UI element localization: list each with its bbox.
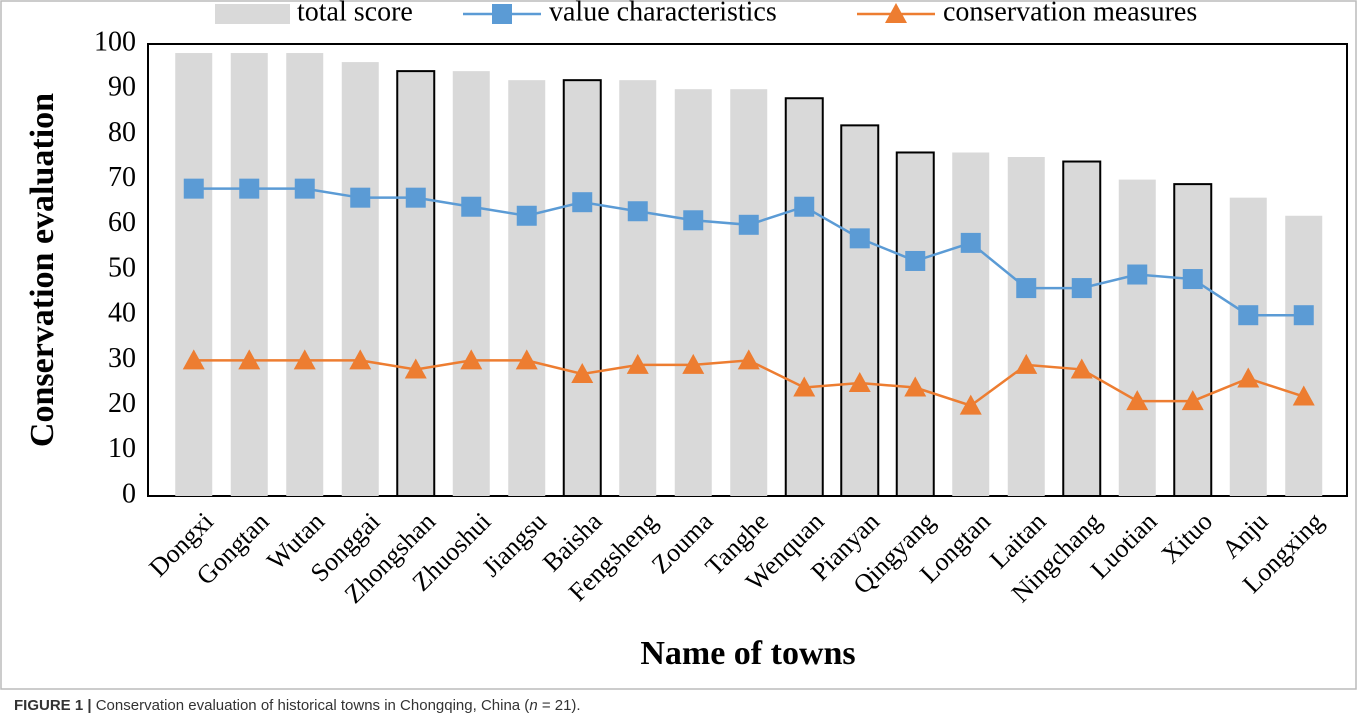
bar bbox=[396, 70, 436, 498]
point bbox=[960, 232, 981, 253]
bar bbox=[175, 53, 213, 496]
point bbox=[1293, 305, 1314, 326]
point bbox=[905, 250, 926, 271]
legend-swatch bbox=[215, 4, 290, 24]
y-tick-label: 90 bbox=[108, 72, 136, 103]
point bbox=[1292, 385, 1315, 406]
y-tick-label: 40 bbox=[108, 298, 136, 329]
point bbox=[515, 349, 538, 370]
point bbox=[959, 394, 982, 415]
bar bbox=[952, 152, 990, 497]
point bbox=[683, 210, 704, 231]
caption-rest: = 21). bbox=[538, 697, 581, 714]
point bbox=[293, 349, 316, 370]
y-tick-label: 60 bbox=[108, 207, 136, 238]
bar bbox=[895, 151, 935, 497]
point bbox=[516, 205, 537, 226]
point bbox=[1238, 305, 1259, 326]
y-tick-label: 30 bbox=[108, 343, 136, 374]
point bbox=[1181, 390, 1204, 411]
point bbox=[738, 214, 759, 235]
y-tick-label: 10 bbox=[108, 433, 136, 464]
figure-frame bbox=[0, 0, 1357, 690]
point bbox=[1182, 269, 1203, 290]
point bbox=[405, 187, 426, 208]
bar bbox=[1007, 157, 1045, 496]
point bbox=[1015, 353, 1038, 374]
legend-label: total score bbox=[297, 0, 413, 27]
point bbox=[349, 349, 372, 370]
point bbox=[460, 349, 483, 370]
point bbox=[1016, 278, 1037, 299]
point bbox=[1126, 390, 1149, 411]
x-tick-label: Xituo bbox=[1156, 507, 1218, 569]
point bbox=[682, 353, 705, 374]
point bbox=[849, 228, 870, 249]
point bbox=[294, 178, 315, 199]
x-tick-label: Jiangsu bbox=[476, 507, 552, 583]
point bbox=[904, 376, 927, 397]
bar bbox=[452, 71, 490, 497]
bar bbox=[1118, 179, 1156, 496]
bar bbox=[784, 97, 824, 498]
point bbox=[848, 372, 871, 392]
bar bbox=[341, 62, 379, 496]
bar bbox=[1173, 183, 1213, 497]
bar bbox=[1285, 215, 1323, 496]
y-tick-label: 50 bbox=[108, 252, 136, 283]
y-axis-title: Conservation evaluation bbox=[24, 93, 61, 447]
caption: FIGURE 1 | Conservation evaluation of hi… bbox=[14, 697, 581, 714]
y-tick-label: 0 bbox=[122, 478, 136, 509]
point bbox=[1237, 367, 1260, 388]
y-tick-label: 100 bbox=[94, 26, 136, 57]
point bbox=[627, 201, 648, 222]
point bbox=[239, 178, 260, 199]
point bbox=[1070, 358, 1093, 379]
point bbox=[183, 178, 204, 199]
x-axis-title: Name of towns bbox=[640, 635, 855, 672]
bar bbox=[508, 80, 546, 496]
bar bbox=[286, 53, 324, 496]
point bbox=[182, 349, 205, 370]
point bbox=[1127, 264, 1148, 285]
point bbox=[461, 196, 482, 217]
legend-marker bbox=[492, 4, 512, 24]
legend-label: conservation measures bbox=[943, 0, 1197, 27]
point bbox=[572, 192, 593, 213]
bar bbox=[562, 79, 602, 497]
point bbox=[571, 362, 594, 383]
bar bbox=[674, 89, 712, 496]
point bbox=[404, 358, 427, 379]
legend-label: value characteristics bbox=[549, 0, 777, 27]
point bbox=[737, 349, 760, 370]
point bbox=[350, 187, 371, 208]
legend-marker bbox=[885, 3, 907, 23]
caption-label: FIGURE 1 | bbox=[14, 697, 92, 714]
y-tick-label: 80 bbox=[108, 117, 136, 148]
y-tick-label: 70 bbox=[108, 162, 136, 193]
bar bbox=[730, 89, 768, 496]
bar bbox=[619, 80, 657, 496]
y-tick-label: 20 bbox=[108, 388, 136, 419]
point bbox=[793, 376, 816, 397]
bar bbox=[840, 124, 880, 498]
bar bbox=[1229, 197, 1267, 496]
bar bbox=[230, 53, 268, 496]
point bbox=[1071, 278, 1092, 299]
bar bbox=[1062, 160, 1102, 498]
caption-text: Conservation evaluation of historical to… bbox=[96, 697, 530, 714]
point bbox=[238, 349, 261, 370]
point bbox=[794, 196, 815, 217]
point bbox=[626, 353, 649, 374]
caption-variable: n bbox=[529, 697, 537, 714]
